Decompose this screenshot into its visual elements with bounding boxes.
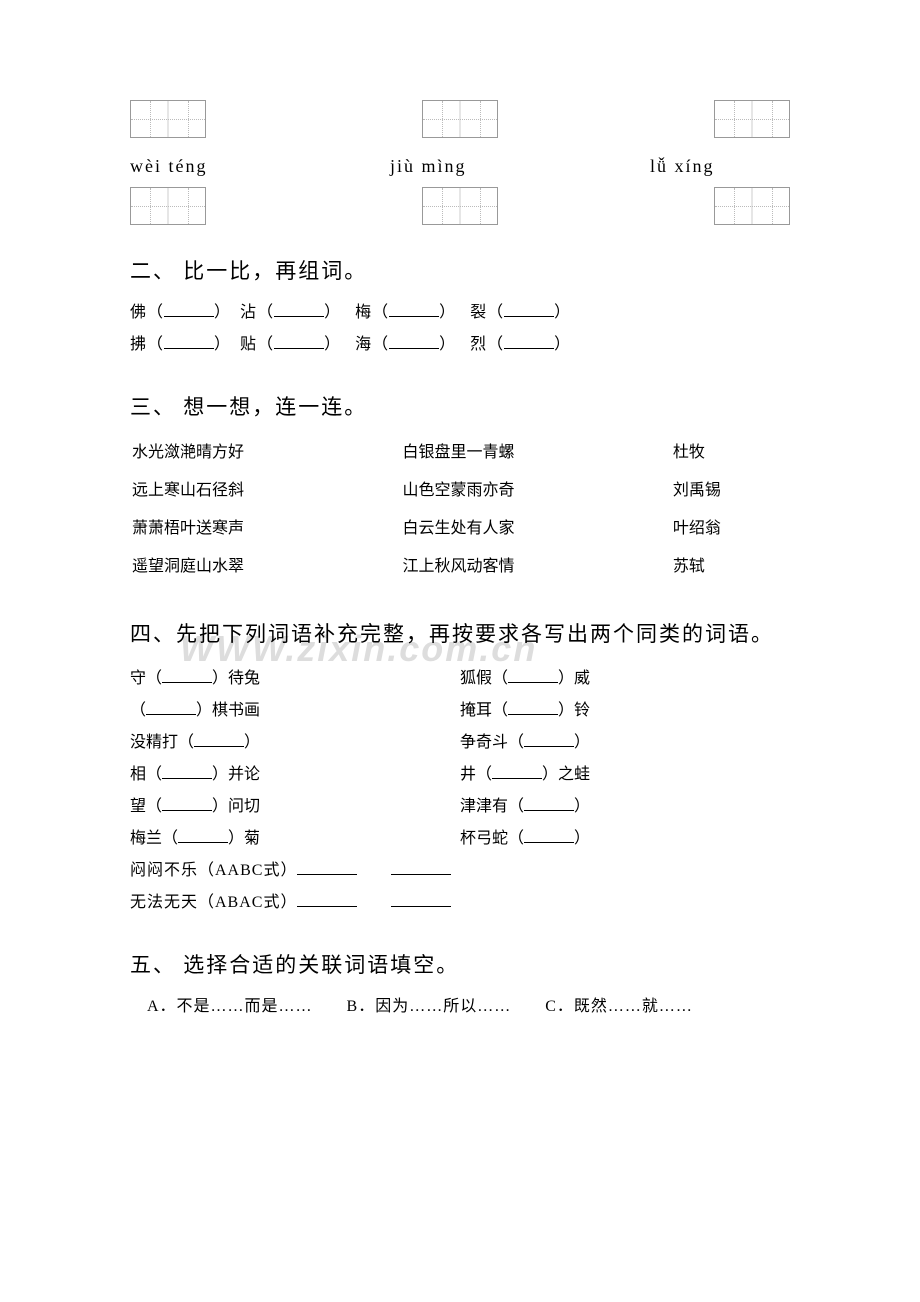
char: 沾 — [240, 304, 257, 321]
blank — [389, 301, 439, 317]
blank — [504, 301, 554, 317]
grid-row-2 — [130, 187, 790, 225]
char: 拂 — [130, 336, 147, 353]
blank — [162, 795, 212, 811]
pinyin-row: wèi téng jiù mìng lǚ xíng — [130, 156, 790, 177]
idiom-line: 掩耳（）铃 — [460, 695, 790, 727]
section-4-title: 四、先把下列词语补充完整，再按要求各写出两个同类的词语。 — [130, 617, 790, 651]
section-2-line-2: 拂（） 贴（） 海（） 烈（） — [130, 329, 790, 361]
blank — [524, 827, 574, 843]
idiom-line: 梅兰（）菊 — [130, 823, 460, 855]
section-5-options: A．不是……而是…… B．因为……所以…… C．既然……就…… — [130, 991, 790, 1023]
blank — [194, 731, 244, 747]
grid-row-1 — [130, 100, 790, 138]
blank — [389, 333, 439, 349]
char: 佛 — [130, 304, 147, 321]
char: 海 — [355, 336, 372, 353]
char: 贴 — [240, 336, 257, 353]
blank — [391, 891, 451, 907]
match-mid: 白云生处有人家 — [402, 511, 670, 547]
blank — [508, 667, 558, 683]
match-right: 刘禹锡 — [673, 473, 788, 509]
blank — [274, 301, 324, 317]
idiom-line: 津津有（） — [460, 791, 790, 823]
blank — [162, 667, 212, 683]
section-2-title: 二、 比一比，再组词。 — [130, 255, 790, 285]
blank — [297, 859, 357, 875]
blank — [391, 859, 451, 875]
section-3-title: 三、 想一想，连一连。 — [130, 391, 790, 421]
char-grid-box — [422, 187, 498, 225]
char: 裂 — [470, 304, 487, 321]
char-grid-box — [714, 187, 790, 225]
blank — [164, 301, 214, 317]
match-left: 水光潋滟晴方好 — [132, 435, 400, 471]
extra-line-2: 无法无天（ABAC式） — [130, 887, 790, 919]
match-row: 水光潋滟晴方好 白银盘里一青螺 杜牧 — [132, 435, 788, 471]
match-mid: 白银盘里一青螺 — [402, 435, 670, 471]
match-table: 水光潋滟晴方好 白银盘里一青螺 杜牧 远上寒山石径斜 山色空蒙雨亦奇 刘禹锡 萧… — [130, 433, 790, 587]
pinyin-label: wèi téng — [130, 156, 270, 177]
char-grid-box — [422, 100, 498, 138]
idiom-line: （）棋书画 — [130, 695, 460, 727]
extra-line-1: 闷闷不乐（AABC式） — [130, 855, 790, 887]
section-5-title: 五、 选择合适的关联词语填空。 — [130, 949, 790, 979]
match-right: 苏轼 — [673, 549, 788, 585]
idiom-line: 望（）问切 — [130, 791, 460, 823]
pinyin-label: lǚ xíng — [650, 156, 790, 177]
blank — [492, 763, 542, 779]
idiom-line: 没精打（） — [130, 727, 460, 759]
idiom-line: 守（）待兔 — [130, 663, 460, 695]
extra-label: 闷闷不乐（AABC式） — [130, 862, 297, 879]
idiom-line: 杯弓蛇（） — [460, 823, 790, 855]
section-4-body: 守（）待兔 （）棋书画 没精打（） 相（）并论 望（）问切 梅兰（）菊 狐假（）… — [130, 663, 790, 855]
match-right: 叶绍翁 — [673, 511, 788, 547]
char-grid-box — [130, 100, 206, 138]
match-mid: 江上秋风动客情 — [402, 549, 670, 585]
match-left: 远上寒山石径斜 — [132, 473, 400, 509]
blank — [508, 699, 558, 715]
char: 烈 — [470, 336, 487, 353]
match-row: 遥望洞庭山水翠 江上秋风动客情 苏轼 — [132, 549, 788, 585]
match-right: 杜牧 — [673, 435, 788, 471]
char: 梅 — [355, 304, 372, 321]
blank — [274, 333, 324, 349]
match-mid: 山色空蒙雨亦奇 — [402, 473, 670, 509]
match-left: 萧萧梧叶送寒声 — [132, 511, 400, 547]
blank — [178, 827, 228, 843]
match-row: 萧萧梧叶送寒声 白云生处有人家 叶绍翁 — [132, 511, 788, 547]
blank — [162, 763, 212, 779]
idiom-line: 相（）并论 — [130, 759, 460, 791]
extra-label: 无法无天（ABAC式） — [130, 894, 297, 911]
col-right: 狐假（）威 掩耳（）铃 争奇斗（） 井（）之蛙 津津有（） 杯弓蛇（） — [460, 663, 790, 855]
idiom-line: 井（）之蛙 — [460, 759, 790, 791]
blank — [146, 699, 196, 715]
match-left: 遥望洞庭山水翠 — [132, 549, 400, 585]
blank — [524, 731, 574, 747]
match-row: 远上寒山石径斜 山色空蒙雨亦奇 刘禹锡 — [132, 473, 788, 509]
pinyin-label: jiù mìng — [390, 156, 530, 177]
idiom-line: 狐假（）威 — [460, 663, 790, 695]
section-2-line-1: 佛（） 沾（） 梅（） 裂（） — [130, 297, 790, 329]
col-left: 守（）待兔 （）棋书画 没精打（） 相（）并论 望（）问切 梅兰（）菊 — [130, 663, 460, 855]
blank — [504, 333, 554, 349]
char-grid-box — [714, 100, 790, 138]
idiom-line: 争奇斗（） — [460, 727, 790, 759]
blank — [164, 333, 214, 349]
blank — [297, 891, 357, 907]
page-content: wèi téng jiù mìng lǚ xíng 二、 比一比，再组词。 佛（… — [130, 100, 790, 1023]
char-grid-box — [130, 187, 206, 225]
blank — [524, 795, 574, 811]
